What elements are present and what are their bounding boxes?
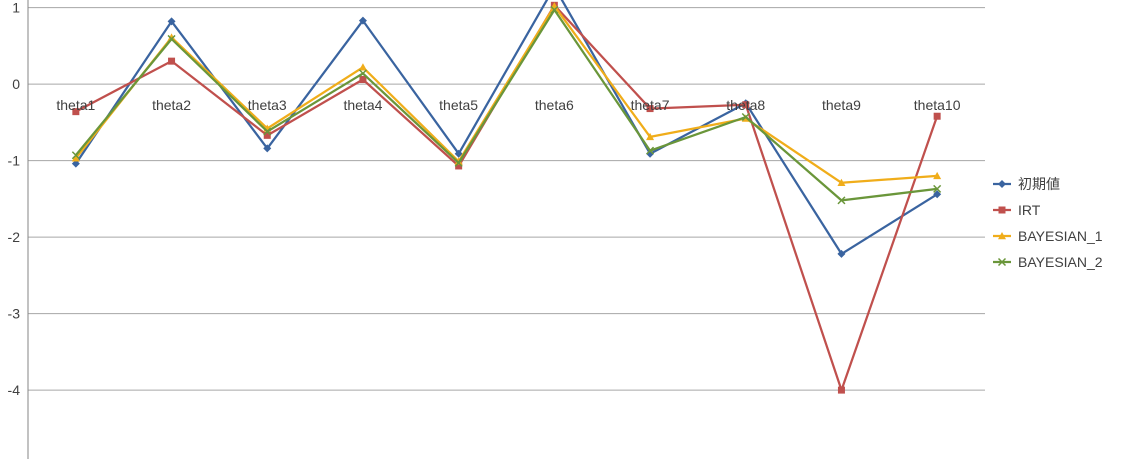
series-1 — [71, 0, 942, 258]
y-tick-label: 0 — [12, 76, 20, 92]
data-point — [263, 131, 271, 139]
data-point — [71, 159, 80, 168]
data-point — [837, 386, 845, 394]
category-labels: theta1 theta2 theta3 theta4 theta5 theta6 thet… — [56, 97, 960, 113]
legend-label: 初期値 — [1018, 176, 1060, 192]
category-label: theta1 — [56, 97, 95, 113]
category-label: theta6 — [535, 97, 574, 113]
legend-entry: BAYESIAN_2 — [993, 254, 1103, 270]
data-point — [933, 171, 942, 180]
data-point — [358, 69, 367, 78]
data-point — [741, 112, 750, 122]
series-lines — [71, 0, 942, 394]
data-point — [263, 144, 272, 153]
data-point — [454, 158, 463, 167]
legend-swatch-marker — [998, 232, 1006, 240]
y-tick-label: -3 — [8, 306, 21, 322]
data-point — [550, 5, 559, 14]
data-point — [167, 33, 176, 41]
data-point — [359, 76, 367, 84]
y-tick-label: -4 — [8, 382, 21, 398]
data-point — [72, 108, 80, 116]
data-point — [71, 151, 80, 160]
data-point — [71, 154, 80, 162]
series-4 — [71, 5, 942, 205]
legend-label: IRT — [1018, 202, 1041, 218]
data-point — [837, 196, 846, 205]
series-2 — [72, 1, 941, 394]
data-point — [167, 34, 176, 43]
series-line — [75, 4, 939, 392]
data-point — [837, 249, 846, 258]
category-label: theta5 — [439, 97, 478, 113]
legend-swatch-marker — [998, 206, 1006, 214]
legend-swatch-marker — [998, 180, 1006, 188]
gridlines — [28, 7, 985, 391]
data-point — [646, 132, 655, 141]
legend-entry: BAYESIAN_1 — [993, 228, 1103, 244]
series-3 — [71, 2, 942, 186]
category-label: theta3 — [248, 97, 287, 113]
data-point — [742, 101, 750, 109]
y-tick-label: -1 — [8, 153, 21, 169]
legend-entry: 初期値 — [993, 176, 1060, 192]
legend-entry: IRT — [993, 202, 1041, 218]
legend: 初期値 IRT BAYESIAN_1 BAYESIAN_2 — [993, 176, 1103, 270]
data-point — [933, 112, 941, 120]
category-label: theta9 — [822, 97, 861, 113]
data-point — [358, 63, 367, 71]
legend-label: BAYESIAN_1 — [1018, 228, 1103, 244]
y-tick-label: -2 — [8, 229, 21, 245]
data-point — [263, 127, 272, 136]
data-point — [167, 17, 176, 26]
data-point — [455, 162, 463, 170]
data-point — [646, 105, 654, 113]
data-point — [358, 16, 367, 25]
data-point — [168, 57, 176, 65]
data-point — [646, 146, 655, 155]
series-line — [74, 0, 938, 256]
y-tick-labels: 1 0 -1 -2 -3 -4 — [8, 0, 21, 398]
category-label: theta7 — [631, 97, 670, 113]
data-point — [933, 190, 942, 199]
data-point — [933, 184, 942, 193]
category-label: theta4 — [343, 97, 382, 113]
data-point — [837, 178, 846, 186]
legend-swatch-marker — [997, 257, 1007, 267]
series-line — [74, 8, 938, 202]
y-tick-label: 1 — [12, 0, 20, 16]
data-point — [454, 149, 463, 158]
category-label: theta2 — [152, 97, 191, 113]
category-label: theta10 — [914, 97, 961, 113]
legend-label: BAYESIAN_2 — [1018, 254, 1103, 270]
series-line — [74, 4, 938, 184]
category-label: theta8 — [726, 97, 765, 113]
